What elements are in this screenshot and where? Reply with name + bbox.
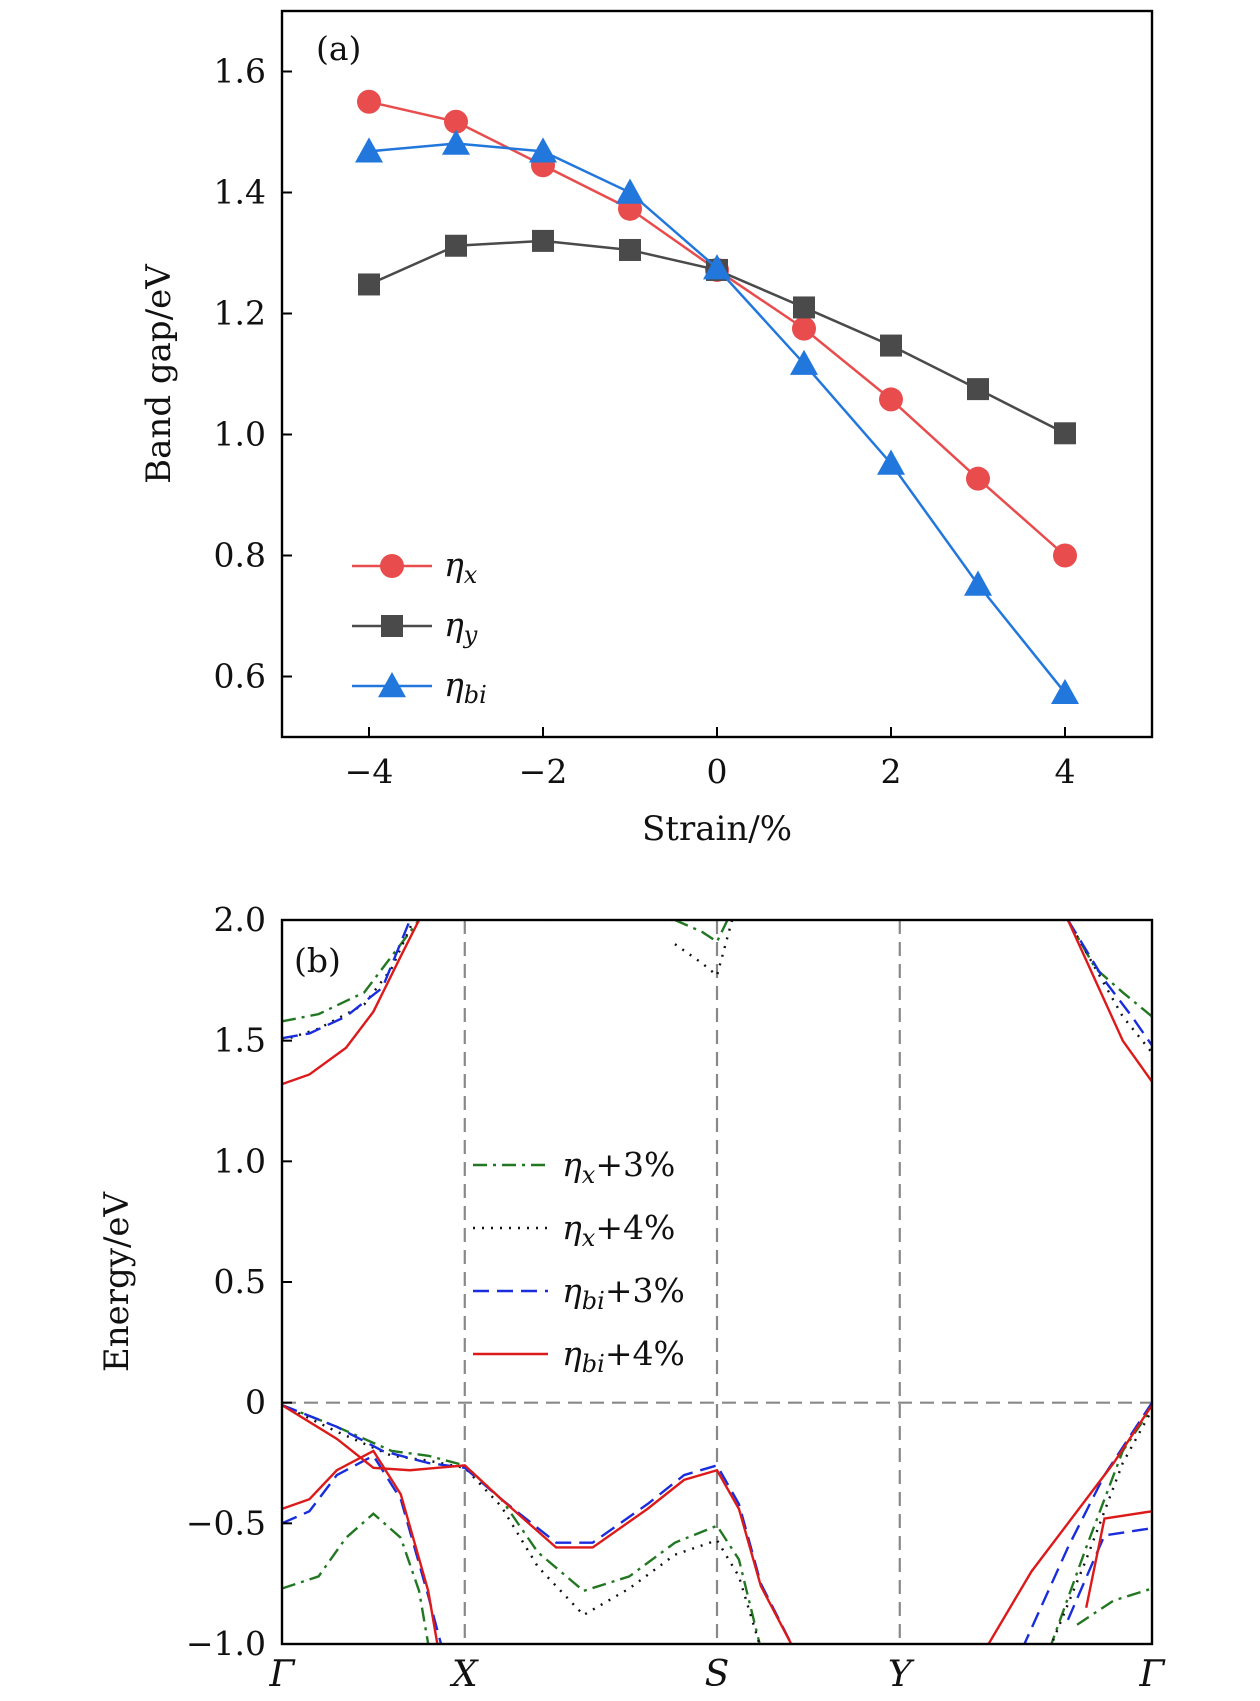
panel-a-data-point [442,129,470,155]
panel-b-band-line [1066,920,1152,1083]
panel-a-legend-marker [380,554,404,578]
panel-a-data-point [358,273,380,296]
panel-b-kpoint-label: Y [888,1654,915,1695]
panel-a-data-point [966,466,990,491]
panel-a-ytick-label: 1.0 [214,415,266,454]
panel-b-ytick-label: −1.0 [186,1624,266,1663]
panel-b-ytick-label: 1.5 [214,1021,266,1060]
panel-a-data-point [792,316,816,341]
panel-b-band-line [282,920,421,1023]
panel-a-frame [280,9,1154,739]
panel-b-ticks: −1.0 −0.5 0 0.5 1.0 1.5 2.0 Γ X S Y Γ [186,900,1167,1695]
panel-a-legend: ηx ηy ηbi [352,545,487,709]
panel-a-ytick-label: 0.6 [214,657,266,696]
panel-a-series-x [357,89,1077,568]
panel-a-data-point [1051,678,1079,705]
panel-b-band-line [282,920,415,1042]
panel-b-ytick-label: 0.5 [214,1262,266,1301]
panel-a-data-point [703,254,731,280]
panel-a-series-bi [355,129,1079,705]
panel-b-legend-label: ηbi+3% [562,1271,685,1315]
panel-b-band-line [1066,920,1152,1047]
panel-a-ytick-label: 0.8 [214,536,266,575]
panel-b-band-line [547,920,551,922]
panel-a-xtick-label: −2 [519,752,568,791]
panel-a-legend-label: ηy [444,605,478,649]
panel-a-data-point [790,349,818,375]
panel-b-band-structure: −1.0 −0.5 0 0.5 1.0 1.5 2.0 Γ X S Y Γ (b) Energy/eV… [97,900,1167,1695]
panel-a-data-point [444,109,468,134]
panel-a-data-point [1054,422,1076,445]
panel-b-band-line [1066,920,1152,1018]
panel-a-data-point [355,137,383,163]
panel-b-kpoint-label: S [705,1654,730,1695]
panel-a-band-gap-chart: −4 −2 0 2 4 0.6 0.8 1.0 1.2 1.4 1.6 (a) Strain/% B… [139,9,1154,849]
panel-b-legend-label: ηx+3% [562,1145,675,1189]
panel-a-legend-marker [381,615,403,637]
panel-a-xlabel: Strain/% [642,809,792,849]
panel-a-xtick-label: 4 [1055,752,1076,791]
panel-a-data-point [879,387,903,412]
panel-b-band-line [282,1512,430,1644]
panel-b-legend-label: ηbi+4% [562,1334,685,1378]
panel-a-legend-label: ηbi [444,665,487,709]
panel-a-series [355,89,1079,705]
panel-a-data-point [1053,543,1077,568]
panel-a-data-point [967,378,989,401]
panel-a-series-line [368,100,1066,557]
panel-b-band-line [282,1403,793,1644]
panel-a-ytick-label: 1.2 [214,294,266,333]
panel-a-ytick-label: 1.6 [214,52,266,91]
panel-b-ytick-label: 2.0 [214,900,266,939]
panel-b-band-line [282,1403,761,1644]
panel-b-band-line [282,920,421,1086]
panel-b-guides [282,920,1152,1644]
panel-a-data-point [357,89,381,114]
panel-a-legend-label: ηx [444,545,478,589]
panel-a-xtick-label: 0 [707,752,728,791]
panel-a-data-point [532,229,554,252]
panel-a-data-point [880,334,902,357]
panel-b-legend: ηx+3% ηx+4% ηbi+3% ηbi+4% [473,1145,685,1378]
panel-a-data-point [616,178,644,204]
panel-b-ytick-label: 1.0 [214,1141,266,1180]
panel-b-label: (b) [294,941,341,980]
panel-b-band-line [674,920,729,944]
panel-b-ytick-label: −0.5 [186,1503,266,1542]
panel-a-data-point [529,137,557,163]
panel-b-bands [282,920,1152,1644]
panel-a-data-point [877,449,905,475]
panel-b-band-line [1076,1587,1152,1626]
panel-b-band-line [282,1449,439,1644]
panel-b-kpoint-label: Γ [1139,1654,1167,1695]
panel-b-band-line [282,1403,761,1644]
panel-b-band-line [1066,1526,1152,1621]
panel-a-xtick-label: 2 [881,752,902,791]
panel-a-ticks: −4 −2 0 2 4 0.6 0.8 1.0 1.2 1.4 1.6 [214,52,1076,792]
panel-b-band-line [1023,1402,1152,1644]
panel-a-xtick-label: −4 [345,752,394,791]
panel-b-ylabel: Energy/eV [97,1190,137,1372]
panel-a-legend-marker [378,672,406,698]
panel-a-series-line [368,142,1066,694]
panel-b-legend-label: ηx+4% [562,1208,675,1252]
panel-a-data-point [619,238,641,261]
panel-b-series-bi-3 [282,920,1152,1644]
panel-a-ylabel: Band gap/eV [139,263,179,484]
panel-a-ytick-label: 1.4 [214,173,266,212]
panel-a-data-point [445,234,467,257]
panel-a-data-point [793,296,815,319]
panel-a-label: (a) [316,29,361,68]
panel-a-data-point [964,570,992,596]
panel-b-band-line [987,1404,1152,1644]
panel-b-kpoint-label: Γ [269,1654,297,1695]
panel-b-band-line [1085,1510,1152,1609]
panel-b-kpoint-label: X [449,1654,479,1695]
panel-b-ytick-label: 0 [245,1383,266,1422]
